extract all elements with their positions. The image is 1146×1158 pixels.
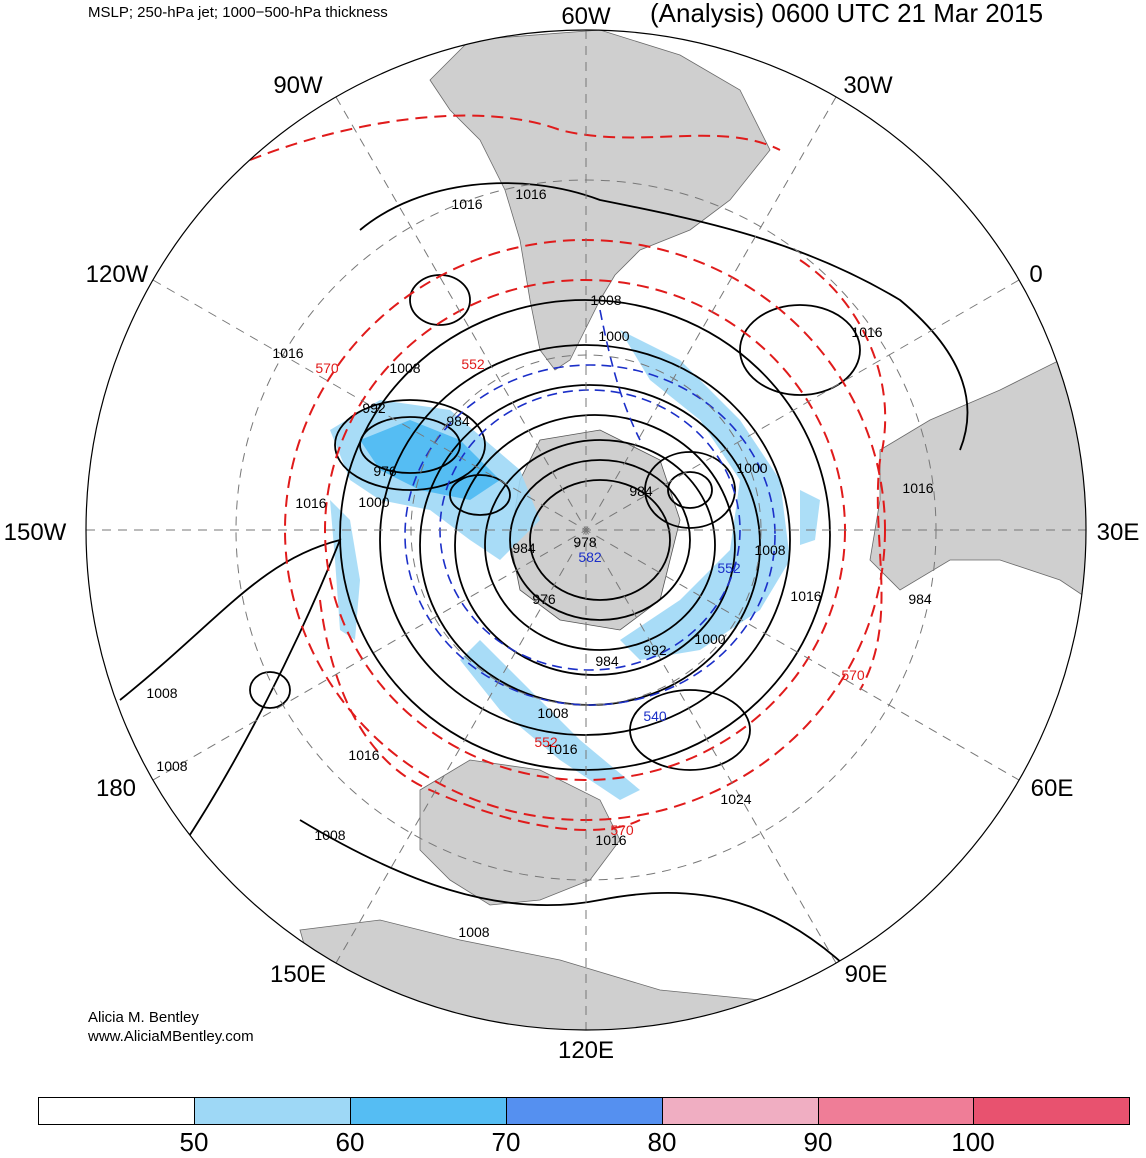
colorbar-tick: 80: [647, 1127, 677, 1157]
thickness-label: 570: [841, 667, 865, 683]
pressure-label: 1016: [902, 480, 933, 496]
australia-land: [419, 759, 621, 906]
pressure-label: 1000: [736, 460, 767, 476]
pressure-label: 1016: [546, 741, 577, 757]
lon-label-30e: 30E: [1097, 519, 1140, 546]
website-credit: www.AliciaMBentley.com: [88, 1028, 254, 1045]
thickness-label: 582: [578, 549, 602, 565]
pressure-label: 1016: [348, 747, 379, 763]
author-credit: Alicia M. Bentley: [88, 1009, 199, 1026]
colorbar-segment-90-100: [818, 1097, 975, 1125]
pressure-label: 1008: [537, 705, 568, 721]
thickness-label: 552: [717, 560, 741, 576]
plot-fields-title: MSLP; 250-hPa jet; 1000−500-hPa thicknes…: [88, 4, 388, 21]
colorbar-tick: 70: [491, 1127, 521, 1157]
lon-label-90e: 90E: [845, 961, 888, 988]
colorbar-tick: 50: [179, 1127, 209, 1157]
thickness-label: 552: [461, 356, 485, 372]
jet-speed-colorbar: [38, 1097, 1130, 1127]
lon-label-150w: 150W: [4, 519, 67, 546]
pressure-label: 984: [446, 413, 470, 429]
colorbar-segment-80-90: [662, 1097, 819, 1125]
pressure-label: 1000: [598, 328, 629, 344]
pressure-label: 1008: [754, 542, 785, 558]
pressure-label: 992: [362, 400, 386, 416]
pressure-label: 1016: [790, 588, 821, 604]
colorbar-tick: 90: [803, 1127, 833, 1157]
lon-label-180: 180: [96, 775, 136, 802]
colorbar-segment-below-50: [38, 1097, 195, 1125]
graticule: [86, 30, 1086, 1030]
jet-stream-band-edge: [330, 500, 360, 640]
pressure-label: 1024: [720, 791, 751, 807]
lon-label-150e: 150E: [270, 961, 326, 988]
pressure-label: 1008: [156, 758, 187, 774]
lon-label-60e: 60E: [1031, 775, 1074, 802]
colorbar-segment-70-80: [506, 1097, 663, 1125]
pressure-label: 978: [573, 534, 597, 550]
mslp-contours: [119, 182, 969, 981]
thickness-label: 552: [534, 734, 558, 750]
lon-label-120e: 120E: [558, 1037, 614, 1064]
thickness-labels: 570 552 552 570 570 552 540 582: [315, 356, 865, 838]
longitude-labels: 60W 30W 0 30E 60E 90E 120E 150E 180 150W…: [4, 3, 1140, 1064]
thickness-label: 540: [643, 708, 667, 724]
map-boundary: [85, 29, 1087, 1031]
pressure-label: 1008: [458, 924, 489, 940]
colorbar-tick: 100: [951, 1127, 995, 1157]
lon-label-90w: 90W: [273, 72, 323, 99]
lon-label-120w: 120W: [86, 261, 149, 288]
colorbar-segment-50-60: [194, 1097, 351, 1125]
asia-land: [299, 919, 781, 1030]
pressure-label: 1016: [515, 186, 546, 202]
pressure-label: 976: [532, 591, 556, 607]
pressure-label: 984: [595, 653, 619, 669]
pressure-labels: 1016 1016 1008 1016 1016 1008 1000 992 9…: [146, 186, 933, 940]
pressure-label: 1016: [295, 495, 326, 511]
pressure-label: 1016: [851, 324, 882, 340]
pressure-label: 1008: [389, 360, 420, 376]
jet-stream-band-west-core: [360, 420, 500, 500]
colorbar-segment-60-70: [350, 1097, 507, 1125]
pressure-label: 992: [643, 642, 667, 658]
pressure-label: 984: [512, 540, 536, 556]
lon-label-30w: 30W: [843, 72, 893, 99]
pressure-label: 1008: [314, 827, 345, 843]
pressure-label: 1016: [272, 345, 303, 361]
polar-stereographic-map: 60W 30W 0 30E 60E 90E 120E 150E 180 150W…: [4, 3, 1140, 1064]
pressure-label: 1008: [590, 292, 621, 308]
pressure-label: 976: [373, 463, 397, 479]
pressure-label: 1000: [358, 494, 389, 510]
colorbar-tick: 60: [335, 1127, 365, 1157]
colorbar-segment-above-100: [973, 1097, 1130, 1125]
jet-stream-band-south: [460, 640, 640, 800]
pressure-label: 984: [908, 591, 932, 607]
pressure-label: 984: [629, 483, 653, 499]
pressure-label: 1016: [595, 832, 626, 848]
jet-stream-band-edge-east: [800, 490, 820, 545]
pressure-label: 1000: [694, 631, 725, 647]
pressure-label: 1008: [146, 685, 177, 701]
thickness-label: 570: [610, 822, 634, 838]
lon-label-0: 0: [1029, 261, 1042, 288]
analysis-time-title: (Analysis) 0600 UTC 21 Mar 2015: [650, 0, 1044, 28]
lon-label-60w: 60W: [561, 3, 611, 30]
jet-stream-band-east: [620, 330, 790, 660]
thickness-label: 570: [315, 360, 339, 376]
pressure-label: 1016: [451, 196, 482, 212]
